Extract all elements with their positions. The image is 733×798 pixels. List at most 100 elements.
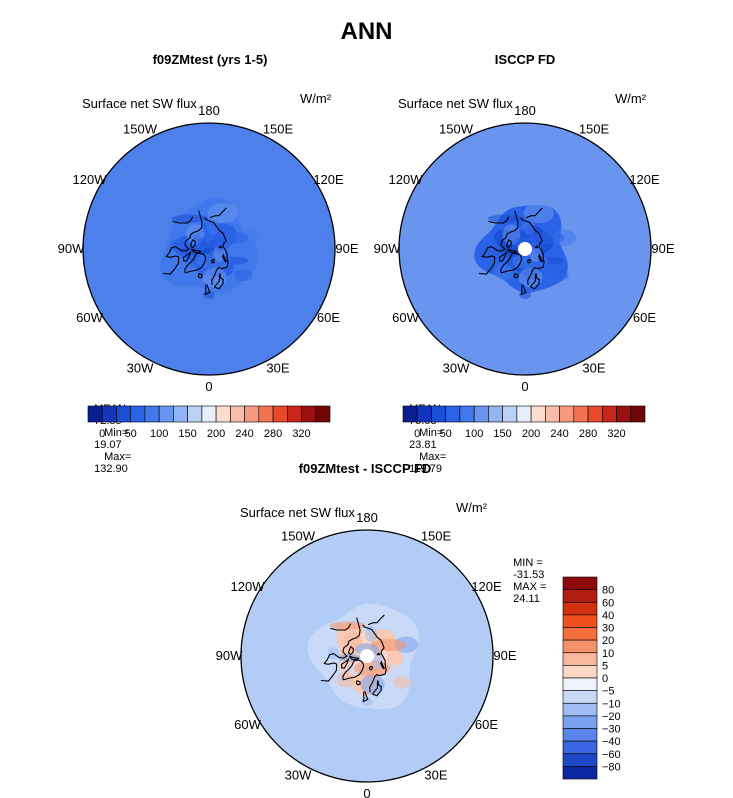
lon-label: 0 xyxy=(363,786,370,798)
colorbar-swatch xyxy=(272,405,288,423)
colorbar-swatch xyxy=(502,405,518,423)
colorbar-tick-label: 240 xyxy=(550,428,568,440)
colorbar-swatch xyxy=(416,405,432,423)
lon-label: 60E xyxy=(475,717,498,732)
panel2-units: W/m² xyxy=(615,91,647,106)
lon-label: 120W xyxy=(389,172,424,187)
coastline xyxy=(488,216,510,224)
colorbar-tick-label: 150 xyxy=(178,428,196,440)
coastline xyxy=(362,691,369,703)
colorbar-swatch xyxy=(562,576,598,590)
coastline xyxy=(520,284,527,296)
panel3-subtitle: Surface net SW flux xyxy=(240,505,355,520)
lon-label: 90E xyxy=(335,241,358,256)
coastline xyxy=(538,253,543,263)
colorbar-swatch xyxy=(562,728,598,742)
colorbar-swatch xyxy=(215,405,231,423)
colorbar-tick-label: 20 xyxy=(602,635,614,647)
colorbar-swatch xyxy=(459,405,475,423)
coastline xyxy=(505,239,512,249)
colorbar-swatch xyxy=(402,405,418,423)
colorbar-tick-label: 80 xyxy=(602,585,614,597)
field-patch xyxy=(329,621,366,630)
coastline xyxy=(340,657,350,669)
panel3-min-value: -31.53 xyxy=(513,569,545,581)
lon-label: 90W xyxy=(374,241,401,256)
figure-title: ANN xyxy=(340,18,393,45)
colorbar-swatch xyxy=(562,589,598,603)
lon-label: 90W xyxy=(216,648,243,663)
colorbar-swatch xyxy=(562,652,598,666)
colorbar-swatch xyxy=(488,405,503,423)
colorbar-swatch xyxy=(173,405,188,423)
colorbar-swatch xyxy=(559,405,575,423)
colorbar-swatch xyxy=(562,702,598,717)
colorbar-tick-label: 50 xyxy=(440,428,452,440)
coastline xyxy=(526,258,531,264)
colorbar-swatch xyxy=(601,405,617,423)
colorbar-tick-label: 30 xyxy=(602,623,614,635)
colorbar-tick-label: 100 xyxy=(150,428,168,440)
field-patch xyxy=(202,267,227,288)
field-patch xyxy=(203,290,215,299)
field-patch xyxy=(361,697,373,706)
colorbar-swatch xyxy=(587,405,603,423)
lon-label: 0 xyxy=(521,379,528,394)
colorbar-swatch xyxy=(230,405,245,423)
colorbar-swatch xyxy=(445,405,461,423)
colorbar-swatch xyxy=(116,405,131,423)
colorbar-tick-label: 200 xyxy=(522,428,540,440)
panel1-title: f09ZMtest (yrs 1-5) xyxy=(152,52,268,67)
colorbar-swatch xyxy=(244,405,260,423)
colorbar-tick-label: 280 xyxy=(579,428,597,440)
colorbar-tick-label: 280 xyxy=(264,428,282,440)
lon-label: 90W xyxy=(58,241,85,256)
panel3-units: W/m² xyxy=(456,500,488,515)
colorbar-swatch xyxy=(573,405,589,423)
coastline xyxy=(172,216,194,224)
colorbar-tick-label: 10 xyxy=(602,648,614,660)
colorbar-tick-label: 40 xyxy=(602,610,614,622)
field-patch xyxy=(234,269,253,282)
panel1-map: 180 150E 120E 90E 60E 30E 0 30W 60W 90W 120W 150W xyxy=(58,103,359,394)
colorbar-swatch xyxy=(562,766,598,780)
lon-label: 150W xyxy=(439,122,474,137)
colorbar-tick-label: 0 xyxy=(414,428,420,440)
coastline xyxy=(189,239,196,249)
colorbar-swatch xyxy=(562,740,598,754)
lon-label: 60W xyxy=(392,310,419,325)
field-patch xyxy=(519,290,531,299)
coastline xyxy=(320,617,361,682)
coastline xyxy=(506,248,518,254)
panel3-max-label: MAX = xyxy=(513,581,547,593)
colorbar-tick-label: 0 xyxy=(99,428,105,440)
colorbar-swatch xyxy=(473,405,489,423)
coastline xyxy=(513,273,519,279)
lon-label: 30E xyxy=(266,361,289,376)
field-patch xyxy=(364,626,377,643)
colorbar-swatch xyxy=(562,715,598,729)
coastline xyxy=(498,250,508,262)
colorbar-swatch xyxy=(562,677,598,691)
colorbar-tick-label: −40 xyxy=(602,736,621,748)
coastline xyxy=(478,210,519,275)
lon-label: 150W xyxy=(281,529,316,544)
field-patch xyxy=(392,676,411,689)
map-border xyxy=(82,122,336,376)
colorbar-swatch xyxy=(130,405,146,423)
coastline xyxy=(355,680,361,686)
lon-label: 120E xyxy=(471,579,502,594)
lon-label: 30W xyxy=(285,768,312,783)
panel3-min-label: MIN = xyxy=(513,557,543,569)
panel2-map: 180 150E 120E 90E 60E 30E 0 30W 60W 90W 120W 150W xyxy=(374,103,675,394)
panel1-subtitle: Surface net SW flux xyxy=(82,96,197,111)
panel3-title: f09ZMtest - ISCCP FD xyxy=(298,461,432,476)
lon-label: 60E xyxy=(633,310,656,325)
colorbar-swatch xyxy=(562,690,598,704)
lon-label: 30W xyxy=(443,361,470,376)
panel3-max-value: 24.11 xyxy=(513,593,540,605)
colorbar-tick-label: −10 xyxy=(602,698,621,710)
colorbar-swatch xyxy=(516,405,532,423)
coastline xyxy=(347,646,354,656)
